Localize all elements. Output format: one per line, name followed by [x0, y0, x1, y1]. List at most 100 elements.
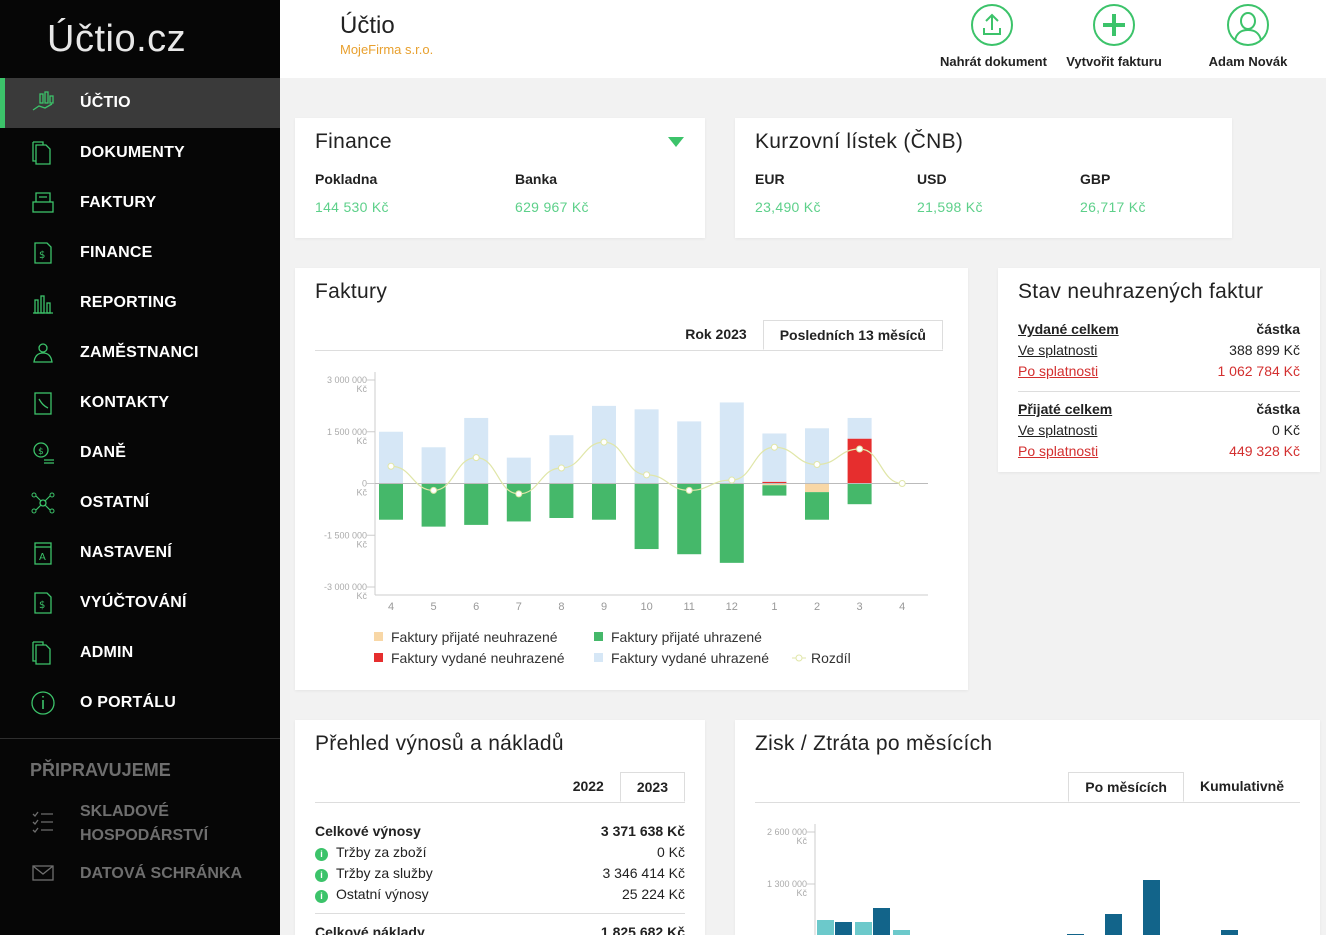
bar-received-paid	[506, 483, 531, 522]
x-tick-label: 8	[558, 601, 564, 613]
bar-issued-paid	[549, 435, 574, 484]
mailbox-icon	[32, 865, 54, 881]
sidebar-item-dane[interactable]: $ DANĚ	[0, 428, 280, 478]
sidebar-item-zamestnanci[interactable]: ZAMĚSTNANCI	[0, 328, 280, 378]
sidebar-item-label: ÚČTIO	[80, 94, 131, 111]
y-tick-label: 0	[362, 479, 367, 489]
tab-last-13-months[interactable]: Posledních 13 měsíců	[762, 320, 943, 350]
tab-2023[interactable]: 2023	[619, 772, 685, 802]
issued-total-link[interactable]: Vydané celkem	[1018, 321, 1119, 337]
info-icon[interactable]: i	[315, 848, 328, 861]
tab-2022[interactable]: 2022	[572, 778, 604, 794]
info-icon[interactable]: i	[315, 890, 328, 903]
svg-text:$: $	[39, 250, 45, 261]
sidebar-item-dokumenty[interactable]: DOKUMENTY	[0, 128, 280, 178]
sidebar-item-o-portalu[interactable]: O PORTÁLU	[0, 678, 280, 728]
bar-received-paid	[549, 483, 574, 518]
create-invoice-label: Vytvořit fakturu	[1066, 54, 1162, 69]
tab-cumulative[interactable]: Kumulativně	[1199, 778, 1284, 794]
sidebar-divider	[0, 738, 280, 739]
sidebar-item-ostatni[interactable]: OSTATNÍ	[0, 478, 280, 528]
sidebar-item-faktury[interactable]: FAKTURY	[0, 178, 280, 228]
bar-issued-paid	[464, 417, 489, 484]
y-tick-label: -3 000 000	[324, 582, 367, 592]
issued-overdue-link[interactable]: Po splatnosti	[1018, 363, 1099, 379]
user-profile-button[interactable]: Adam Novák	[1196, 4, 1300, 69]
create-invoice-button[interactable]: Vytvořit fakturu	[1062, 4, 1166, 69]
received-due-link[interactable]: Ve splatnosti	[1018, 422, 1098, 438]
costs-total-value: 1 825 682 Kč	[600, 924, 685, 935]
legend-label-issued-paid: Faktury vydané uhrazené	[611, 650, 769, 666]
bar-received-paid	[805, 492, 829, 520]
bar-received-paid	[464, 483, 489, 525]
bar-issued-paid	[506, 457, 531, 484]
finance-title: Finance	[315, 130, 392, 153]
page-title: Účtio	[340, 12, 395, 39]
bar-received-paid	[592, 483, 616, 520]
bar-received-unpaid	[762, 483, 787, 486]
sidebar-item-reporting[interactable]: REPORTING	[0, 278, 280, 328]
profit-bar	[1105, 914, 1122, 935]
y-tick-label: 2 600 000	[767, 827, 807, 837]
legend-issued-paid[interactable]: Faktury vydané uhrazené	[594, 650, 769, 666]
bar-received-paid	[847, 483, 872, 505]
tab-year-2023[interactable]: Rok 2023	[685, 326, 747, 342]
legend-swatch-issued-paid	[594, 653, 603, 662]
y-tick-label: Kč	[356, 591, 367, 601]
sidebar-item-finance[interactable]: $ FINANCE	[0, 228, 280, 278]
rate-value-usd: 21,598 Kč	[917, 199, 983, 215]
rate-value-gbp: 26,717 Kč	[1080, 199, 1146, 215]
sidebar-item-admin[interactable]: ADMIN	[0, 628, 280, 678]
upload-document-label: Nahrát dokument	[940, 54, 1047, 69]
revenue-row-value: 25 224 Kč	[621, 886, 685, 902]
revenue-row: i Tržby za služby	[315, 865, 433, 882]
coming-soon-label: DATOVÁ SCHRÁNKA	[80, 865, 243, 882]
settings-book-icon: A	[34, 542, 52, 565]
difference-point	[898, 480, 906, 487]
revenue-total-value: 3 371 638 Kč	[600, 823, 685, 839]
sidebar-item-kontakty[interactable]: KONTAKTY	[0, 378, 280, 428]
difference-point	[515, 490, 523, 498]
legend-received-unpaid[interactable]: Faktury přijaté neuhrazené	[374, 629, 558, 645]
rate-code-usd: USD	[917, 171, 947, 187]
legend-issued-unpaid[interactable]: Faktury vydané neuhrazené	[374, 650, 565, 666]
costs-total-label: Celkové náklady	[315, 924, 425, 935]
sidebar-item-uctio[interactable]: ÚČTIO	[0, 78, 280, 128]
sidebar-item-label: VYÚČTOVÁNÍ	[80, 594, 187, 611]
finance-card: Finance Pokladna 144 530 Kč Banka 629 96…	[295, 118, 705, 238]
received-total-link[interactable]: Přijaté celkem	[1018, 401, 1113, 417]
x-tick-label: 2	[814, 601, 820, 613]
hand-money-icon	[32, 91, 54, 111]
profit-bar	[873, 908, 890, 935]
app-logo[interactable]: Účtio.cz	[47, 18, 187, 60]
upload-document-button[interactable]: Nahrát dokument	[940, 4, 1047, 69]
invoices-chart-card: Faktury Rok 2023 Posledních 13 měsíců 3 …	[295, 268, 968, 690]
bar-received-paid	[634, 483, 659, 550]
x-tick-label: 7	[516, 601, 522, 613]
tab-monthly[interactable]: Po měsících	[1068, 772, 1184, 802]
legend-received-paid[interactable]: Faktury přijaté uhrazené	[594, 629, 762, 645]
legend-difference[interactable]: Rozdíl	[792, 650, 851, 666]
svg-text:$: $	[38, 447, 44, 457]
bar-issued-paid	[762, 433, 787, 482]
info-icon[interactable]: i	[315, 869, 328, 882]
sidebar-item-label: FAKTURY	[80, 194, 157, 211]
revenue-row-label: Ostatní výnosy	[336, 886, 429, 902]
difference-point	[770, 443, 778, 451]
sidebar-item-label: DOKUMENTY	[80, 144, 185, 161]
company-name[interactable]: MojeFirma s.r.o.	[340, 42, 434, 57]
issued-due-link[interactable]: Ve splatnosti	[1018, 342, 1098, 358]
info-icon	[31, 691, 55, 715]
legend-swatch-received-paid	[594, 632, 603, 641]
unpaid-title: Stav neuhrazených faktur	[1018, 280, 1264, 303]
sidebar-item-nastaveni[interactable]: A NASTAVENÍ	[0, 528, 280, 578]
exchange-rates-title: Kurzovní lístek (ČNB)	[755, 130, 964, 153]
sidebar-item-vyuctovani[interactable]: $ VYÚČTOVÁNÍ	[0, 578, 280, 628]
profit-bar	[1143, 880, 1160, 935]
user-icon	[1227, 4, 1269, 46]
sidebar-item-label: DANĚ	[80, 444, 127, 461]
received-overdue-link[interactable]: Po splatnosti	[1018, 443, 1099, 459]
dropdown-triangle-icon[interactable]	[668, 137, 684, 149]
